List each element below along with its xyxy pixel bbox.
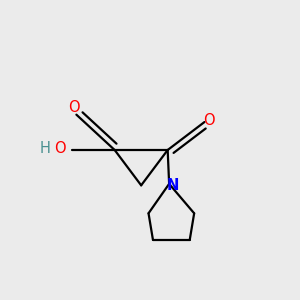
Text: O: O [54,141,66,156]
Text: O: O [203,113,215,128]
Text: H: H [40,141,51,156]
Text: N: N [167,178,179,194]
Text: O: O [68,100,79,115]
